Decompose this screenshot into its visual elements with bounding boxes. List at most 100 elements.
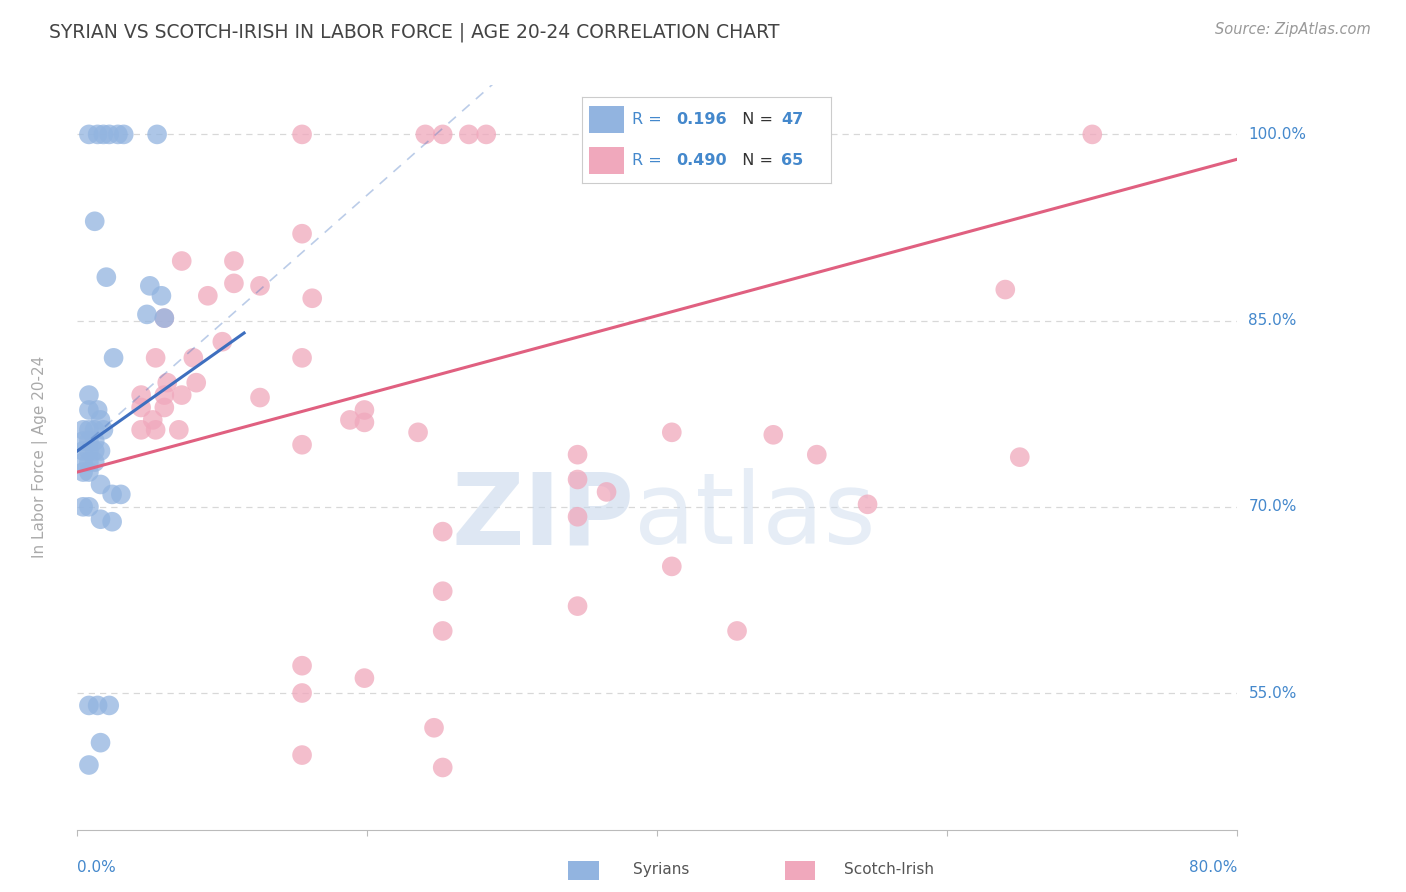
Point [249,391,271,405]
Point [353,416,375,430]
Point [432,524,454,539]
Point [353,671,375,685]
Point [93,423,115,437]
Point [77,128,100,142]
Point [406,425,429,440]
Text: 0.0%: 0.0% [77,860,117,875]
Point [90,736,111,750]
Point [103,351,125,365]
Point [77,500,100,514]
Point [77,444,100,458]
Point [83,423,105,437]
Point [107,128,129,142]
Point [432,584,454,599]
Point [86,128,108,142]
Point [112,128,135,142]
Point [153,311,176,326]
Point [567,599,589,614]
Point [156,376,179,390]
Point [77,388,100,402]
Point [222,254,245,268]
Point [77,758,100,772]
Point [170,254,193,268]
Point [1081,128,1104,142]
Point [567,448,589,462]
Point [129,401,152,415]
Point [83,434,105,448]
Point [1008,450,1031,464]
Point [595,484,617,499]
Point [145,423,167,437]
Point [153,401,176,415]
Point [291,351,314,365]
Point [77,465,100,479]
Point [96,270,118,285]
Point [301,291,323,305]
Point [101,515,124,529]
Point [167,423,190,437]
Point [153,311,176,326]
Text: 80.0%: 80.0% [1189,860,1237,875]
Point [129,423,152,437]
Point [762,427,785,442]
Point [432,624,454,638]
Point [249,278,271,293]
Point [83,214,105,228]
Text: In Labor Force | Age 20-24: In Labor Force | Age 20-24 [32,356,48,558]
Point [90,477,111,491]
Point [77,423,100,437]
Point [661,425,683,440]
Point [72,500,94,514]
Point [150,289,173,303]
Point [170,388,193,402]
Point [83,455,105,469]
Point [291,227,314,241]
Point [77,698,100,713]
Point [291,438,314,452]
Point [432,128,454,142]
Text: 55.0%: 55.0% [1249,686,1296,700]
Point [197,289,219,303]
Point [413,128,436,142]
Point [186,376,208,390]
Point [98,698,121,713]
Point [77,455,100,469]
Point [567,509,589,524]
Point [856,497,879,511]
Point [83,444,105,458]
Point [146,128,169,142]
Point [291,658,314,673]
Point [98,128,121,142]
Text: atlas: atlas [634,468,876,566]
Point [291,128,314,142]
Text: 70.0%: 70.0% [1249,500,1296,515]
Text: Scotch-Irish: Scotch-Irish [844,863,934,877]
Point [291,747,314,762]
Point [291,686,314,700]
Point [806,448,828,462]
Point [90,444,111,458]
Point [110,487,132,501]
Point [222,277,245,291]
Point [994,283,1017,297]
Point [339,413,361,427]
Point [136,307,159,321]
Point [72,434,94,448]
Point [457,128,479,142]
Point [423,721,446,735]
Point [142,413,165,427]
Point [353,403,375,417]
Point [86,403,108,417]
Point [145,351,167,365]
Point [432,760,454,774]
Point [661,559,683,574]
Point [139,278,162,293]
Point [101,487,124,501]
Point [90,413,111,427]
Point [153,388,176,402]
Point [72,423,94,437]
Point [93,128,115,142]
Point [77,434,100,448]
Point [72,465,94,479]
Text: Source: ZipAtlas.com: Source: ZipAtlas.com [1215,22,1371,37]
